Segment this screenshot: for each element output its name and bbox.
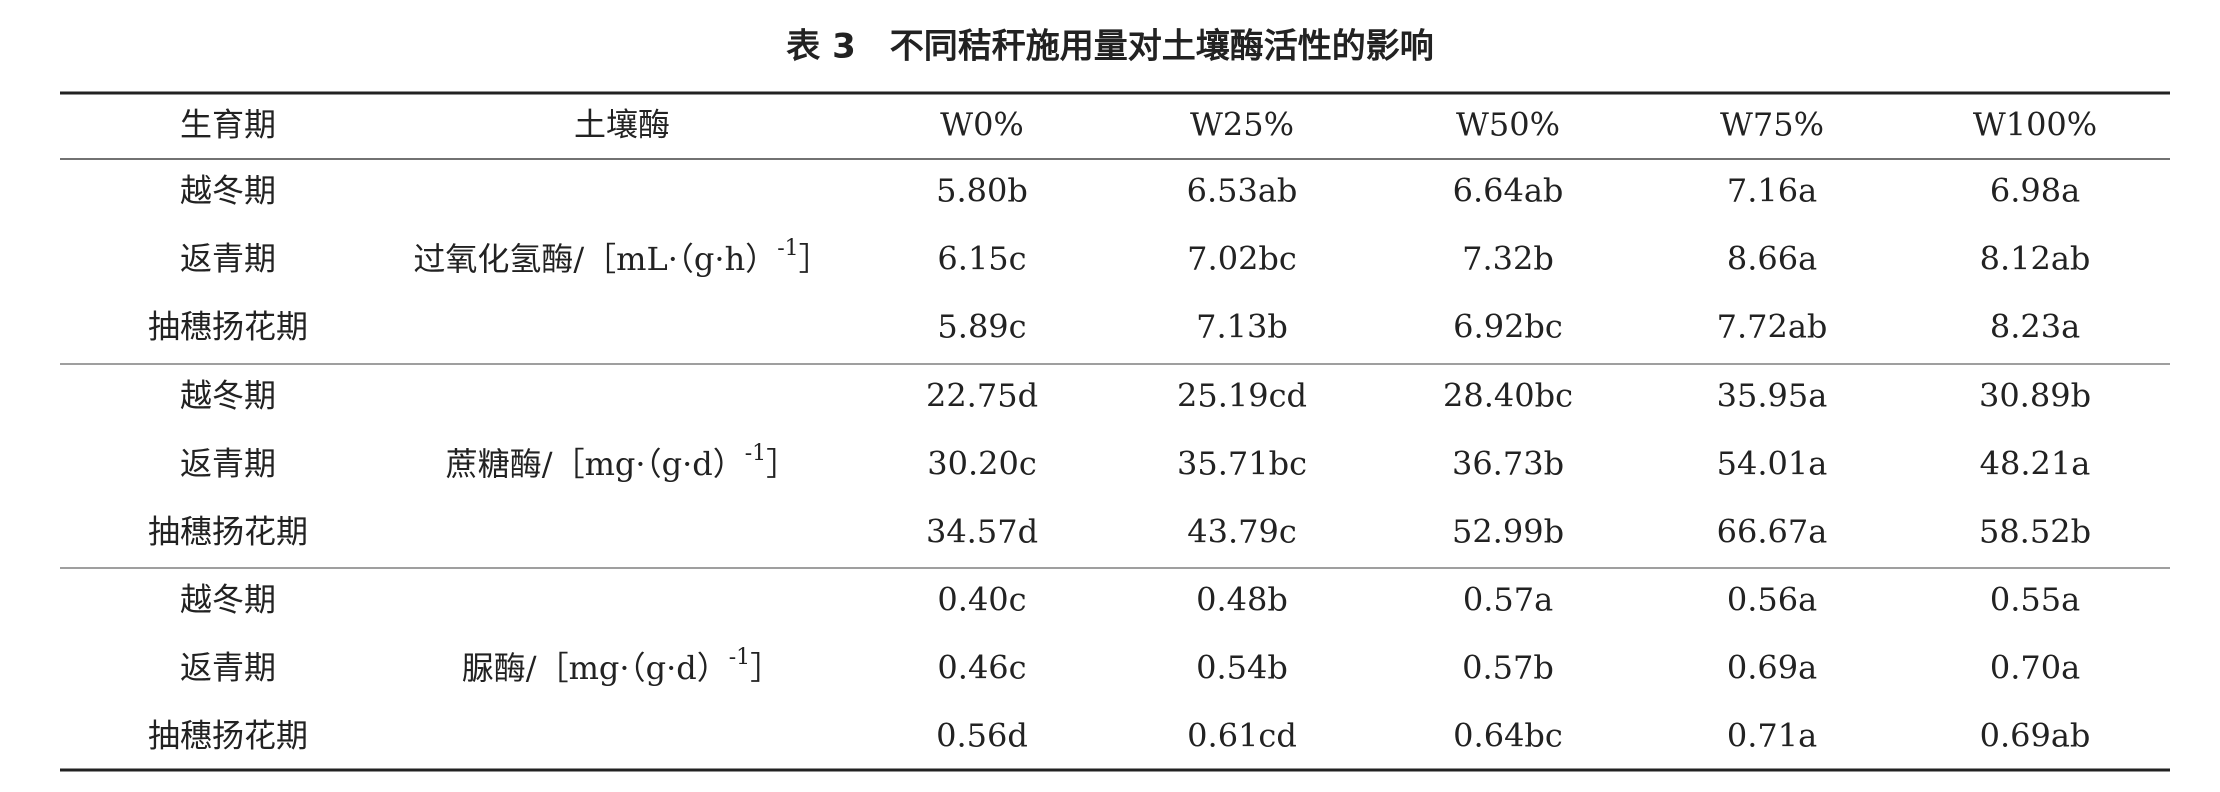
value-cell: 0.40c: [937, 581, 1026, 619]
value-cell: 0.54b: [1196, 649, 1288, 687]
enzyme-cell: 蔗糖酶/［mg·（g·d）-1］: [446, 441, 798, 483]
value-cell: 5.80b: [936, 172, 1028, 210]
value-cell: 7.72ab: [1717, 308, 1828, 346]
value-cell: 0.70a: [1990, 649, 2080, 687]
stage-cell: 返青期: [180, 445, 276, 483]
enzyme-exponent: -1: [729, 645, 750, 670]
enzyme-cell: 过氧化氢酶/［mL·（g·h）-1］: [413, 236, 830, 278]
stage-cell: 抽穗扬花期: [148, 717, 308, 755]
enzyme-close: ］: [766, 445, 798, 483]
value-cell: 48.21a: [1980, 445, 2091, 483]
stage-cell: 返青期: [180, 649, 276, 687]
value-cell: 52.99b: [1452, 513, 1564, 551]
value-cell: 25.19cd: [1177, 377, 1307, 415]
value-cell: 0.57b: [1462, 649, 1554, 687]
enzyme-label: 蔗糖酶/［mg·（g·d）: [446, 445, 745, 483]
header-cell: W25%: [1190, 106, 1294, 144]
value-cell: 7.02bc: [1187, 240, 1297, 278]
value-cell: 7.32b: [1462, 240, 1554, 278]
value-cell: 30.89b: [1979, 377, 2091, 415]
enzyme-close: ］: [750, 649, 782, 687]
value-cell: 0.64bc: [1453, 717, 1563, 755]
enzyme-exponent: -1: [777, 236, 798, 261]
value-cell: 66.67a: [1717, 513, 1828, 551]
value-cell: 35.95a: [1717, 377, 1828, 415]
header-cell: W100%: [1973, 106, 2097, 144]
stage-cell: 抽穗扬花期: [148, 308, 308, 346]
table-title: 表 3 不同秸秆施用量对土壤酶活性的影响: [786, 27, 1434, 67]
header-cell: W75%: [1720, 106, 1824, 144]
stage-cell: 抽穗扬花期: [148, 513, 308, 551]
value-cell: 0.48b: [1196, 581, 1288, 619]
value-cell: 5.89c: [937, 308, 1026, 346]
value-cell: 0.46c: [937, 649, 1026, 687]
header-cell: W50%: [1456, 106, 1560, 144]
value-cell: 54.01a: [1717, 445, 1828, 483]
value-cell: 6.64ab: [1453, 172, 1564, 210]
stage-cell: 越冬期: [180, 172, 276, 210]
value-cell: 36.73b: [1452, 445, 1564, 483]
value-cell: 6.15c: [937, 240, 1026, 278]
value-cell: 30.20c: [927, 445, 1037, 483]
header-cell: 生育期: [180, 106, 276, 144]
stage-cell: 返青期: [180, 240, 276, 278]
value-cell: 6.53ab: [1187, 172, 1298, 210]
value-cell: 8.12ab: [1980, 240, 2091, 278]
value-cell: 0.56d: [936, 717, 1028, 755]
value-cell: 0.71a: [1727, 717, 1817, 755]
header-cell: W0%: [940, 106, 1024, 144]
value-cell: 0.69ab: [1980, 717, 2091, 755]
enzyme-cell: 脲酶/［mg·（g·d）-1］: [462, 645, 782, 687]
value-cell: 34.57d: [926, 513, 1038, 551]
value-cell: 8.66a: [1727, 240, 1817, 278]
value-cell: 0.69a: [1727, 649, 1817, 687]
value-cell: 7.16a: [1727, 172, 1817, 210]
value-cell: 0.55a: [1990, 581, 2080, 619]
stage-cell: 越冬期: [180, 581, 276, 619]
value-cell: 0.61cd: [1187, 717, 1297, 755]
enzyme-exponent: -1: [745, 441, 766, 466]
value-cell: 0.57a: [1463, 581, 1553, 619]
enzyme-label: 脲酶/［mg·（g·d）: [462, 649, 729, 687]
value-cell: 28.40bc: [1443, 377, 1573, 415]
value-cell: 8.23a: [1990, 308, 2080, 346]
header-cell: 土壤酶: [574, 106, 670, 144]
value-cell: 35.71bc: [1177, 445, 1307, 483]
enzyme-label: 过氧化氢酶/［mL·（g·h）: [413, 240, 777, 278]
value-cell: 6.92bc: [1453, 308, 1563, 346]
value-cell: 58.52b: [1979, 513, 2091, 551]
value-cell: 43.79c: [1187, 513, 1297, 551]
value-cell: 0.56a: [1727, 581, 1817, 619]
enzyme-close: ］: [799, 240, 831, 278]
stage-cell: 越冬期: [180, 377, 276, 415]
value-cell: 22.75d: [926, 377, 1038, 415]
value-cell: 6.98a: [1990, 172, 2080, 210]
value-cell: 7.13b: [1196, 308, 1288, 346]
